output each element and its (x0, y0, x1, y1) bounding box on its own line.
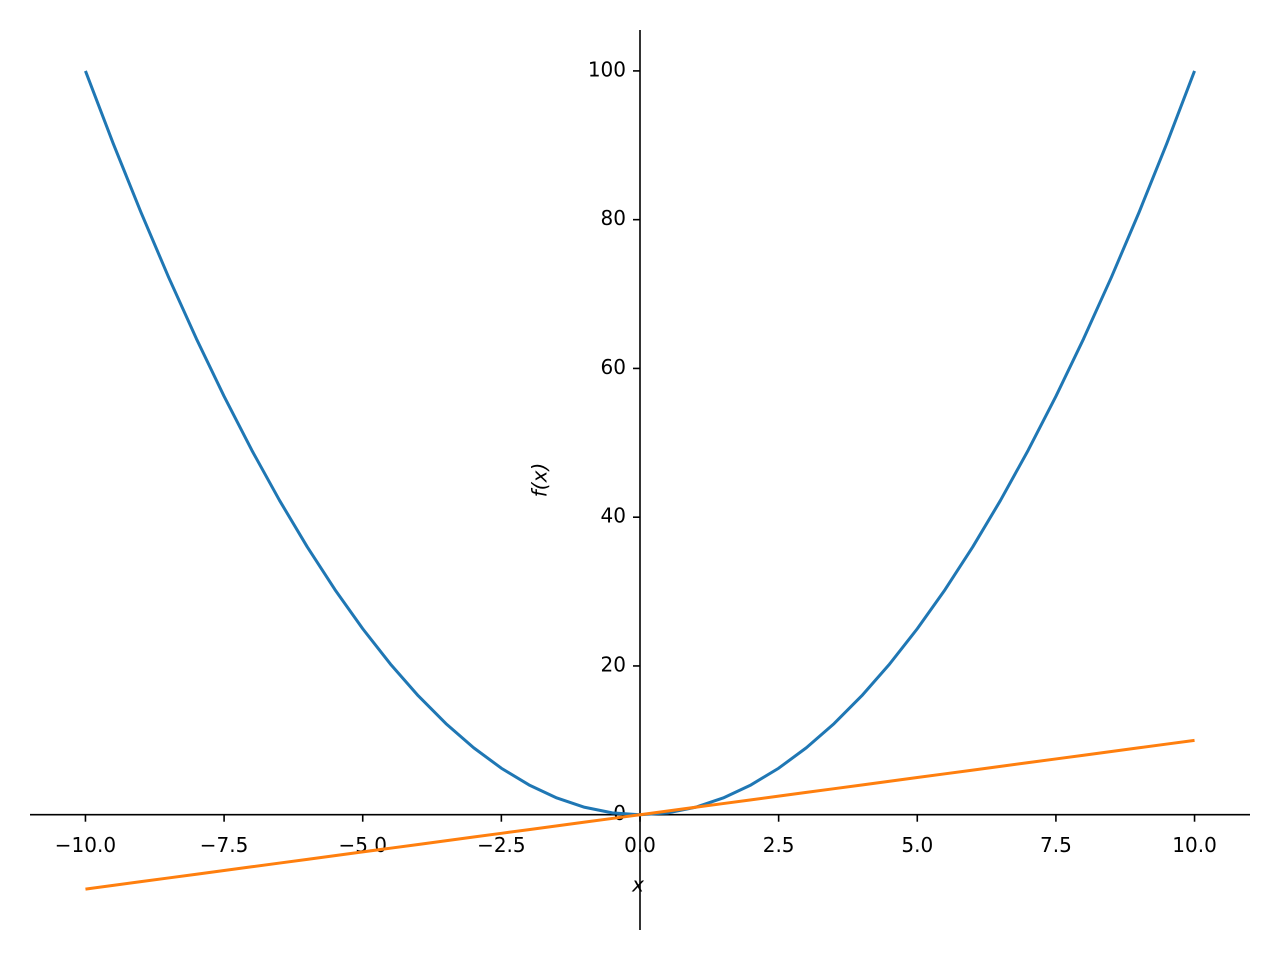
x-tick-label: −10.0 (55, 833, 116, 857)
y-axis-label: f(x) (528, 463, 552, 497)
x-tick-label: −7.5 (200, 833, 249, 857)
y-tick-label: 80 (601, 206, 626, 230)
y-tick-label: 20 (601, 652, 626, 676)
x-tick-label: 0.0 (624, 833, 656, 857)
x-tick-label: 5.0 (901, 833, 933, 857)
x-axis-label: x (631, 873, 644, 897)
y-tick-label: 100 (588, 57, 626, 81)
x-tick-label: 10.0 (1172, 833, 1217, 857)
x-tick-label: 7.5 (1040, 833, 1072, 857)
x-tick-label: 2.5 (763, 833, 795, 857)
series-line (85, 738, 1195, 891)
x-tick-label: −2.5 (477, 833, 526, 857)
y-tick-label: 60 (601, 355, 626, 379)
y-tick-label: 40 (601, 504, 626, 528)
